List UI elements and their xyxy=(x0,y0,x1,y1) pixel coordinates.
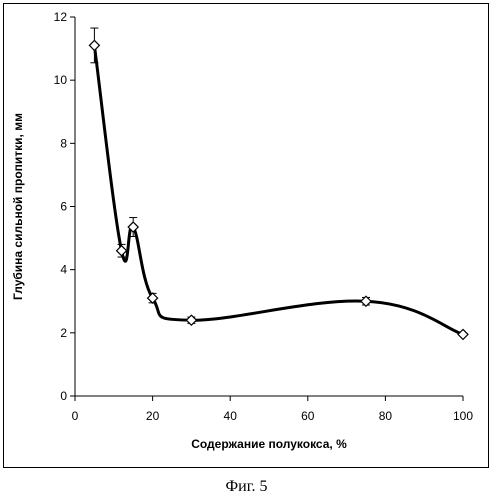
y-tick-label: 12 xyxy=(54,10,68,24)
data-point xyxy=(185,314,198,327)
x-tick-label: 80 xyxy=(379,409,393,423)
x-tick-label: 40 xyxy=(224,409,238,423)
figure-caption: Фиг. 5 xyxy=(225,478,268,495)
x-tick-label: 100 xyxy=(453,409,473,423)
x-axis-title: Содержание полукокса, % xyxy=(191,437,347,451)
y-tick-label: 2 xyxy=(60,326,67,340)
x-tick-label: 60 xyxy=(301,409,315,423)
chart-frame xyxy=(3,3,489,468)
data-point xyxy=(88,39,101,52)
y-tick-label: 4 xyxy=(60,263,67,277)
x-tick-label: 20 xyxy=(146,409,160,423)
data-point xyxy=(360,295,372,308)
y-tick-label: 8 xyxy=(60,136,67,150)
series-line xyxy=(92,45,464,336)
y-tick-label: 10 xyxy=(54,73,68,87)
data-point xyxy=(127,221,140,233)
chart: 0 2 4 6 8 10 12 0 20 40 60 80 100 Содержание полукокс… xyxy=(11,10,473,451)
y-tick-label: 0 xyxy=(60,389,67,403)
data-point xyxy=(146,292,159,304)
y-axis-title: Глубина сильной пропитки, мм xyxy=(11,113,25,300)
y-tick-label: 6 xyxy=(60,200,67,214)
data-point xyxy=(457,328,469,341)
x-tick-label: 0 xyxy=(72,409,79,423)
data-point xyxy=(115,244,128,257)
